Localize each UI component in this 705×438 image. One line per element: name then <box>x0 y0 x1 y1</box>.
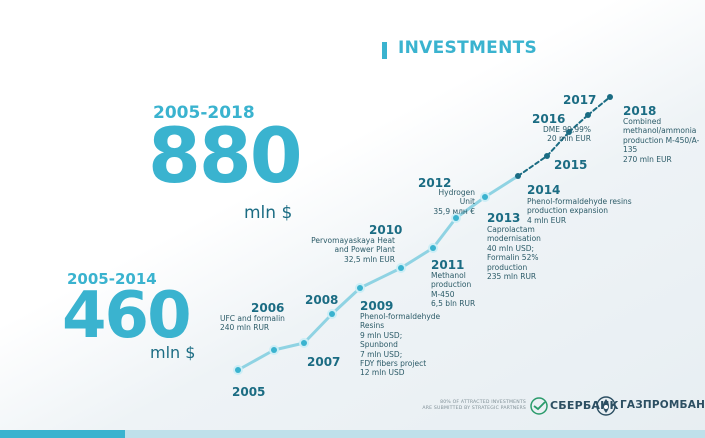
timeline-dot-2005 <box>235 367 241 373</box>
timeline-segment <box>587 96 611 116</box>
timeline-dot-2011 <box>430 245 436 251</box>
bottom-band <box>0 430 705 438</box>
timeline-year-2014: 2014 <box>527 183 561 197</box>
timeline-dot-2015 <box>544 153 550 159</box>
timeline-description-2012: Hydrogen Unit 35,9 млн € <box>433 188 475 216</box>
timeline-description-2009: Phenol-formaldehyde Resins 9 mln USD; Sp… <box>360 312 441 378</box>
timeline-year-2016: 2016 <box>532 112 566 126</box>
timeline-segment <box>483 174 520 199</box>
timeline-year-2010: 2010 <box>369 223 403 237</box>
timeline-year-2017: 2017 <box>563 93 597 107</box>
total-amount-880: 880 <box>148 111 303 200</box>
timeline-description-2010: Pervomayaskaya Heat and Power Plant 32,5… <box>311 236 395 264</box>
timeline-year-2015: 2015 <box>554 158 588 172</box>
timeline-segment <box>546 131 570 157</box>
timeline-description-2014: Phenol-formaldehyde resins production ex… <box>527 197 632 225</box>
timeline-dot-2018 <box>607 94 613 100</box>
title-accent-bar <box>382 42 387 59</box>
timeline-dot-2014 <box>515 173 521 179</box>
timeline-dot-2008 <box>329 311 335 317</box>
timeline-year-2005: 2005 <box>232 385 266 399</box>
timeline-dot-2013 <box>482 194 488 200</box>
timeline-year-2012: 2012 <box>418 176 452 190</box>
timeline-dot-2010 <box>398 265 404 271</box>
timeline-segment <box>568 114 589 133</box>
timeline-segment <box>302 312 334 345</box>
timeline-year-2007: 2007 <box>307 355 341 369</box>
timeline-segment <box>272 341 306 352</box>
sberbank-logo-icon <box>530 397 548 415</box>
timeline-segment <box>517 155 548 177</box>
timeline-segment <box>431 216 458 250</box>
timeline-segment <box>330 286 362 316</box>
timeline-dot-2017 <box>585 112 591 118</box>
timeline-description-2013: Caprolactam modernisation 40 mln USD; Fo… <box>487 225 541 281</box>
timeline-description-2006: UFC and formalin 240 mln RUR <box>220 314 285 333</box>
timeline-segment <box>236 348 276 372</box>
timeline-description-2016: DME 99,99% 20 mln EUR <box>543 125 591 144</box>
total-period-2005-2018: 2005-2018 <box>153 103 255 123</box>
timeline-dot-2006 <box>271 347 277 353</box>
bottom-band-accent <box>0 430 125 438</box>
timeline-description-2011: Methanol production M-450 6,5 bln RUR <box>431 271 476 309</box>
total-period-2005-2014: 2005-2014 <box>67 270 157 288</box>
gazprombank-logo-icon <box>596 396 616 416</box>
total-amount-460: 460 <box>62 279 192 353</box>
timeline-segment <box>399 246 435 270</box>
timeline-year-2013: 2013 <box>487 211 521 225</box>
timeline-year-2006: 2006 <box>251 301 285 315</box>
timeline-year-2018: 2018 <box>623 104 657 118</box>
timeline-dot-2012 <box>453 215 459 221</box>
total-unit-460: mln $ <box>150 343 196 362</box>
timeline-dot-2016 <box>566 129 572 135</box>
timeline-segment <box>358 266 403 290</box>
timeline-dot-2007 <box>301 340 307 346</box>
timeline-description-2018: Combined methanol/ammonia production M-4… <box>623 117 700 164</box>
timeline-year-2008: 2008 <box>305 293 339 307</box>
timeline-segment <box>454 195 487 220</box>
gazprombank-name: ГАЗПРОМБАНК <box>620 399 705 411</box>
sberbank-name: СБЕРБАНК <box>550 399 619 412</box>
total-unit-880: mln $ <box>244 203 293 223</box>
timeline-year-2009: 2009 <box>360 299 394 313</box>
timeline-dot-2009 <box>357 285 363 291</box>
timeline-year-2011: 2011 <box>431 258 465 272</box>
footnote: 80% OF ATTRACTED INVESTMENTS ARE SUBMITT… <box>422 400 526 412</box>
slide-title: INVESTMENTS <box>398 38 538 58</box>
